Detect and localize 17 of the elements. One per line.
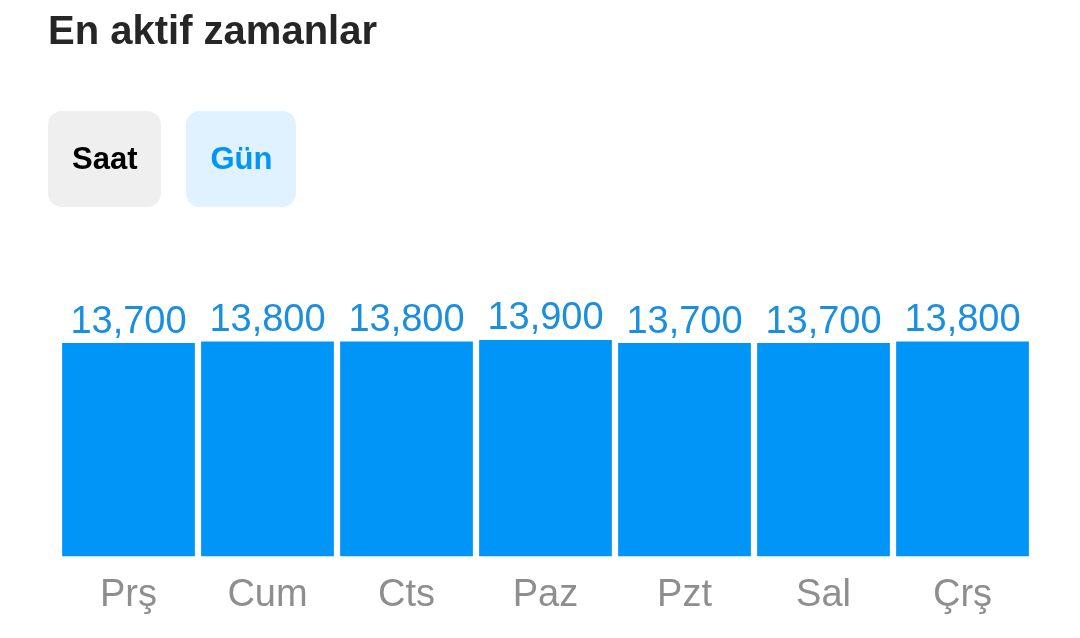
x-tick-label: Prş <box>100 571 157 614</box>
text: Saat <box>48 111 162 207</box>
x-tick-label: Pzt <box>657 571 713 614</box>
data-label: 13,700 <box>765 298 882 341</box>
data-label: 13,900 <box>487 295 604 338</box>
data-label: 13,800 <box>904 297 1021 340</box>
data-label: 13,700 <box>70 298 187 341</box>
text: Gün <box>186 111 297 207</box>
chart-title: En aktif zamanlar <box>48 8 378 53</box>
data-label: 13,700 <box>626 298 743 341</box>
data-label: 13,800 <box>209 297 326 340</box>
x-tick-label: Cum <box>227 571 308 614</box>
x-tick-label: Sal <box>796 571 851 614</box>
x-tick-label: Cts <box>378 571 435 614</box>
x-tick-label: Paz <box>512 571 579 614</box>
data-label: 13,800 <box>348 297 465 340</box>
x-tick-label: Çrş <box>932 571 993 614</box>
